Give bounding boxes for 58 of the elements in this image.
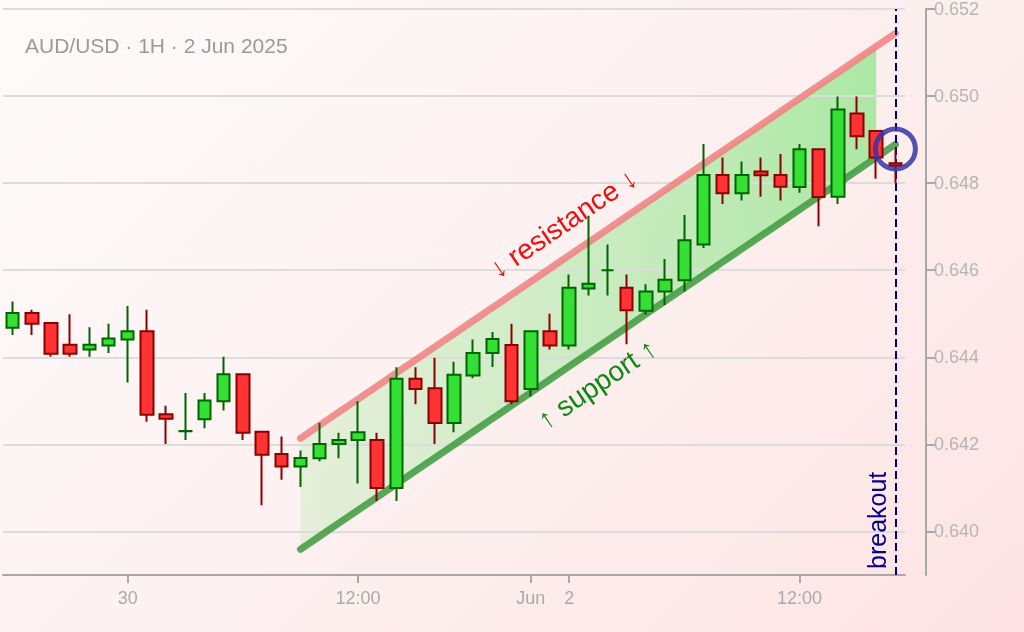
candlestick — [427, 356, 443, 445]
candlestick — [5, 300, 20, 337]
candlestick — [561, 273, 577, 351]
candlestick — [696, 142, 711, 250]
candlestick — [753, 156, 769, 198]
y-tick-label: 0.642 — [934, 434, 980, 455]
candlestick — [274, 435, 289, 481]
candlestick — [657, 257, 673, 307]
y-tick-label: 0.640 — [934, 521, 980, 542]
candlestick — [849, 95, 865, 151]
annotation: breakout — [862, 471, 891, 569]
candlestick — [485, 331, 500, 368]
candlestick — [369, 431, 385, 502]
candlestick — [773, 152, 788, 202]
candlestick — [62, 313, 78, 358]
candlestick — [619, 273, 634, 346]
x-tick-label: Jun — [516, 588, 546, 608]
candlestick — [82, 326, 97, 358]
candlestick — [638, 283, 654, 316]
candlestick — [312, 422, 327, 463]
candlestick — [734, 160, 750, 202]
candlestick — [120, 304, 135, 384]
y-tick-label: 0.644 — [934, 347, 980, 368]
x-tick-label: 2 — [564, 588, 575, 608]
candlestick — [331, 431, 347, 460]
y-tick-label: 0.646 — [934, 260, 980, 281]
candlestick — [811, 148, 826, 228]
candlestick — [178, 392, 193, 442]
candlestick — [389, 366, 404, 502]
candlestick — [465, 338, 481, 380]
x-tick-label: 12:00 — [335, 588, 381, 608]
candlestick — [408, 366, 423, 406]
candlestick — [888, 148, 903, 184]
y-tick-label: 0.650 — [934, 86, 980, 107]
candlestick — [504, 322, 519, 406]
candlestick — [43, 321, 59, 358]
candlestick — [792, 142, 807, 194]
y-tick-label: 0.648 — [934, 173, 980, 194]
candlestick — [158, 404, 174, 445]
candlestick — [830, 95, 846, 206]
candlestick — [197, 392, 212, 430]
candlestick — [235, 373, 251, 442]
x-tick-label: 30 — [117, 588, 138, 608]
candlestick — [254, 430, 270, 507]
text: AUD/USD · 1H · 2 Jun 2025 — [25, 34, 288, 57]
candlestick — [293, 449, 308, 489]
candlestick — [139, 308, 155, 423]
candlestick — [24, 308, 40, 337]
candlestick — [715, 156, 730, 206]
candlestick — [542, 312, 558, 351]
y-tick-label: 0.652 — [934, 0, 980, 19]
candlestick — [677, 213, 692, 293]
candlestick — [101, 322, 116, 354]
candlestick — [446, 360, 462, 434]
candlestick — [216, 355, 231, 412]
candlestick — [350, 400, 366, 485]
candlestick — [523, 330, 539, 398]
x-tick-label: 12:00 — [776, 588, 822, 608]
